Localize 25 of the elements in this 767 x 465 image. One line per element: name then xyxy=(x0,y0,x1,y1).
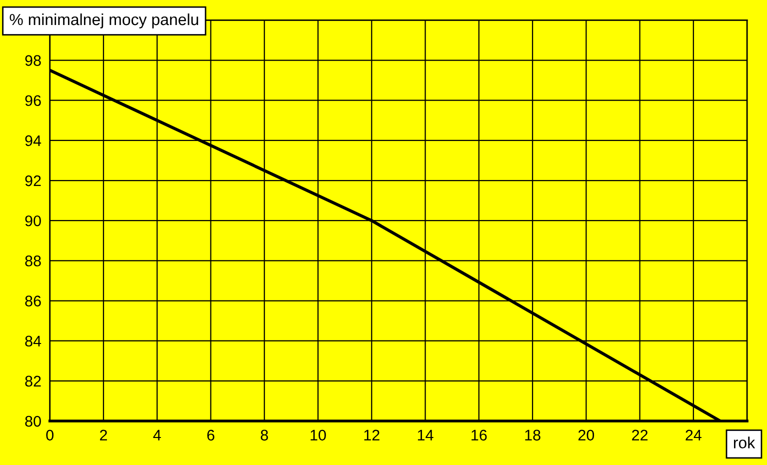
x-tick-label: 0 xyxy=(46,430,54,441)
x-tick-label: 20 xyxy=(578,430,594,441)
y-tick-label: 84 xyxy=(25,336,42,347)
x-tick-label: 2 xyxy=(100,430,107,440)
y-axis-title: % minimalnej mocy panelu xyxy=(10,13,198,28)
y-tick-label: 90 xyxy=(25,215,41,226)
y-tick-label: 88 xyxy=(25,256,41,266)
x-tick-label: 8 xyxy=(260,430,268,441)
y-tick-label: 96 xyxy=(25,95,41,106)
x-tick-label: 18 xyxy=(525,430,540,441)
x-tick-label: 10 xyxy=(310,430,326,441)
y-tick-label: 92 xyxy=(25,175,41,186)
y-tick-label: 98 xyxy=(25,55,41,66)
y-tick-label: 94 xyxy=(25,135,42,146)
y-tick-label: 82 xyxy=(25,376,41,387)
x-tick-label: 16 xyxy=(472,430,487,441)
x-axis-title: rok xyxy=(734,436,756,448)
y-tick-label: 86 xyxy=(25,296,41,306)
x-tick-label: 24 xyxy=(686,430,702,440)
x-tick-label: 22 xyxy=(632,430,648,440)
y-tick-label: 80 xyxy=(25,416,41,427)
x-tick-label: 4 xyxy=(153,430,161,440)
x-tick-label: 14 xyxy=(418,430,434,440)
x-tick-label: 12 xyxy=(364,430,380,440)
x-tick-label: 6 xyxy=(207,430,214,441)
